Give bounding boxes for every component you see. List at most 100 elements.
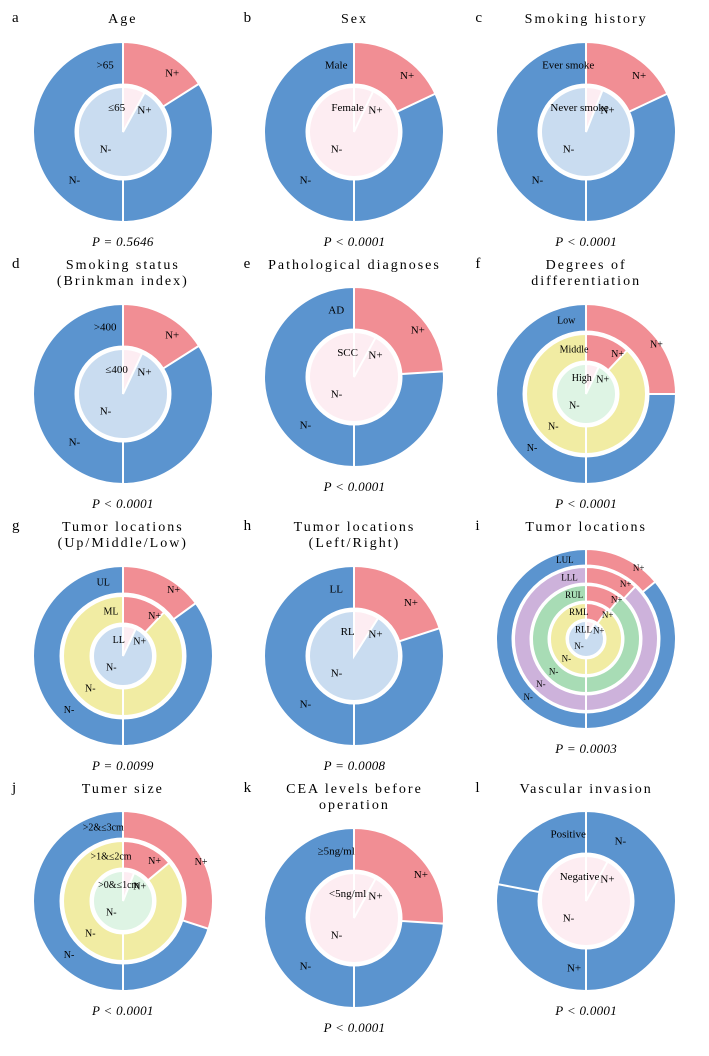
chart-title: Smoking status (Brinkman index) (57, 258, 189, 291)
ring-nminus-label: N- (68, 436, 80, 448)
chart-wrap: >400N+N-≤400N+N- (19, 294, 227, 494)
ring-nplus-label: N+ (567, 963, 581, 975)
ring-nplus-label: N+ (369, 104, 383, 116)
ring-nplus-label: N+ (593, 625, 605, 635)
ring-nminus-label: N- (536, 679, 546, 689)
ring-nplus-label: N+ (165, 67, 179, 79)
ring-nminus-label: N- (569, 400, 580, 411)
ring-nminus-label: N- (615, 836, 627, 848)
p-value: P < 0.0001 (555, 234, 617, 250)
ring-nminus-label: N- (524, 692, 534, 702)
donut-chart: >2&≤3cmN+N->1&≤2cmN+N->0&≤1cmN+N- (19, 801, 227, 1001)
ring-nplus-label: N+ (414, 869, 428, 881)
ring-category-label: AD (329, 305, 345, 317)
ring-nminus-label: N- (300, 420, 312, 432)
ring-category-label: ≤400 (105, 364, 128, 376)
ring-category-label: RL (341, 626, 355, 638)
donut-chart: ≥5ng/mlN+N-<5ng/mlN+N- (250, 818, 458, 1018)
panel-letter: a (12, 10, 19, 27)
ring-nplus-label: N+ (601, 104, 615, 116)
ring-category-label: >1&≤2cm (90, 851, 131, 862)
p-value: P = 0.0003 (555, 741, 617, 757)
p-value: P = 0.0099 (92, 758, 154, 774)
chart-title: Tumer size (82, 782, 164, 799)
ring-nplus-label: N+ (369, 890, 383, 902)
ring-category-label: LL (112, 635, 124, 646)
ring-nminus-label: N- (64, 704, 75, 715)
ring-nminus-label: N- (100, 405, 112, 417)
ring-nplus-label: N+ (602, 610, 614, 620)
p-value: P < 0.0001 (324, 1020, 386, 1036)
ring-nplus-label: N+ (369, 628, 383, 640)
ring-nminus-label: N- (68, 174, 80, 186)
chart-wrap: MaleN+N-FemaleN+N- (250, 32, 458, 232)
chart-cell-k: kCEA levels before operation≥5ng/mlN+N-<… (240, 780, 470, 1036)
ring-nplus-label: N+ (404, 597, 418, 609)
ring-category-label: Male (325, 59, 348, 71)
ring-nminus-label: N- (331, 389, 343, 401)
chart-title: Tumor locations (Up/Middle/Low) (58, 520, 188, 553)
p-value: P < 0.0001 (324, 479, 386, 495)
p-value: P < 0.0001 (555, 496, 617, 512)
ring-nplus-label: N+ (611, 348, 624, 359)
ring-nplus-label: N+ (411, 325, 425, 337)
chart-title: CEA levels before operation (286, 782, 423, 815)
panel-letter: h (244, 518, 252, 535)
panel-letter: g (12, 518, 20, 535)
panel-letter: e (244, 256, 251, 273)
ring-nplus-label: N+ (632, 70, 646, 82)
chart-title: Vascular invasion (520, 782, 653, 799)
chart-cell-a: aAge>65N+N-≤65N+N-P = 0.5646 (8, 10, 238, 250)
panel-letter: k (244, 780, 252, 797)
ring-nminus-label: N- (563, 143, 575, 155)
chart-title: Sex (341, 12, 368, 29)
p-value: P < 0.0001 (92, 496, 154, 512)
ring-nminus-label: N- (64, 950, 75, 961)
chart-cell-f: fDegrees of differentiationLowN+N-Middle… (471, 256, 701, 512)
ring-category-label: >2&≤3cm (83, 822, 124, 833)
panel-letter: b (244, 10, 252, 27)
ring-category-label: LUL (556, 555, 574, 565)
ring-category-label: High (572, 373, 592, 384)
ring-nminus-label: N- (549, 666, 559, 676)
chart-cell-d: dSmoking status (Brinkman index)>400N+N-… (8, 256, 238, 512)
ring-category-label: >400 (94, 321, 117, 333)
donut-chart: MaleN+N-FemaleN+N- (250, 32, 458, 232)
donut-chart: ULN+N-MLN+N-LLN+N- (19, 556, 227, 756)
ring-nplus-label: N+ (167, 585, 180, 596)
ring-nplus-label: N+ (369, 350, 383, 362)
ring-category-label: RUL (565, 590, 583, 600)
ring-nplus-label: N+ (148, 611, 161, 622)
ring-nplus-label: N+ (601, 874, 615, 886)
ring-nminus-label: N- (100, 143, 112, 155)
ring-nplus-label: N+ (148, 856, 161, 867)
panel-letter: i (475, 518, 479, 535)
chart-cell-g: gTumor locations (Up/Middle/Low)ULN+N-ML… (8, 518, 238, 774)
chart-wrap: Ever smokeN+N-Never smokeN+N- (482, 32, 690, 232)
ring-category-label: ≥5ng/ml (318, 845, 355, 857)
chart-title: Tumor locations (Left/Right) (294, 520, 416, 553)
ring-category-label: UL (96, 577, 109, 588)
ring-category-label: LLL (561, 572, 578, 582)
ring-nplus-label: N+ (133, 882, 146, 893)
ring-category-label: Negative (560, 871, 600, 883)
p-value: P < 0.0001 (92, 1003, 154, 1019)
chart-cell-j: jTumer size>2&≤3cmN+N->1&≤2cmN+N->0&≤1cm… (8, 780, 238, 1036)
panel-letter: f (475, 256, 480, 273)
ring-nminus-label: N- (548, 421, 559, 432)
chart-title: Tumor locations (525, 520, 647, 537)
donut-chart: LLN+N-RLN+N- (250, 556, 458, 756)
ring-category-label: Female (332, 102, 364, 114)
ring-nminus-label: N- (85, 929, 96, 940)
ring-category-label: Middle (560, 344, 589, 355)
chart-cell-h: hTumor locations (Left/Right)LLN+N-RLN+N… (240, 518, 470, 774)
ring-nminus-label: N- (106, 908, 117, 919)
panel-letter: d (12, 256, 20, 273)
ring-nminus-label: N- (562, 654, 572, 664)
ring-category-label: Ever smoke (542, 59, 594, 71)
ring-category-label: <5ng/ml (329, 888, 366, 900)
chart-title: Degrees of differentiation (531, 258, 641, 291)
ring-nminus-label: N- (527, 442, 538, 453)
p-value: P < 0.0001 (324, 234, 386, 250)
chart-wrap: PositiveN-N+NegativeN+N- (482, 801, 690, 1001)
